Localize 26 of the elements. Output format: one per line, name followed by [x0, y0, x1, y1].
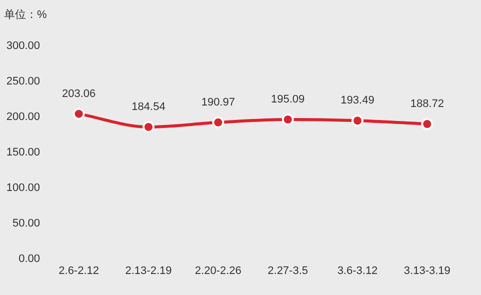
data-label: 188.72: [410, 98, 444, 110]
point: [282, 113, 294, 126]
y-tick-label: 150.00: [6, 146, 40, 158]
y-axis-title: 单位：%: [4, 8, 47, 21]
x-tick-label: 2.27-3.5: [268, 265, 308, 277]
point: [142, 120, 154, 133]
x-tick-label: 2.13-2.19: [125, 265, 172, 277]
y-tick-label: 0.00: [18, 253, 40, 265]
point: [421, 118, 434, 130]
y-tick-label: 250.00: [6, 76, 40, 88]
point: [212, 116, 224, 128]
data-label: 195.09: [271, 93, 305, 106]
y-tick-label: 300.00: [6, 40, 40, 52]
y-tick-label: 200.00: [6, 111, 40, 123]
point: [352, 114, 364, 127]
y-tick-label: 50.00: [12, 218, 40, 230]
y-tick-label: 100.00: [6, 182, 40, 194]
point: [72, 108, 85, 120]
data-label: 190.97: [201, 96, 235, 108]
x-tick-label: 2.20-2.26: [194, 265, 242, 277]
x-tick-label: 3.6-3.12: [337, 265, 378, 277]
x-tick-label: 2.6-2.12: [58, 265, 100, 277]
data-label: 193.49: [340, 94, 374, 107]
data-label: 203.06: [62, 88, 96, 100]
x-tick-label: 3.13-3.19: [404, 265, 450, 277]
data-label: 184.54: [132, 100, 166, 113]
